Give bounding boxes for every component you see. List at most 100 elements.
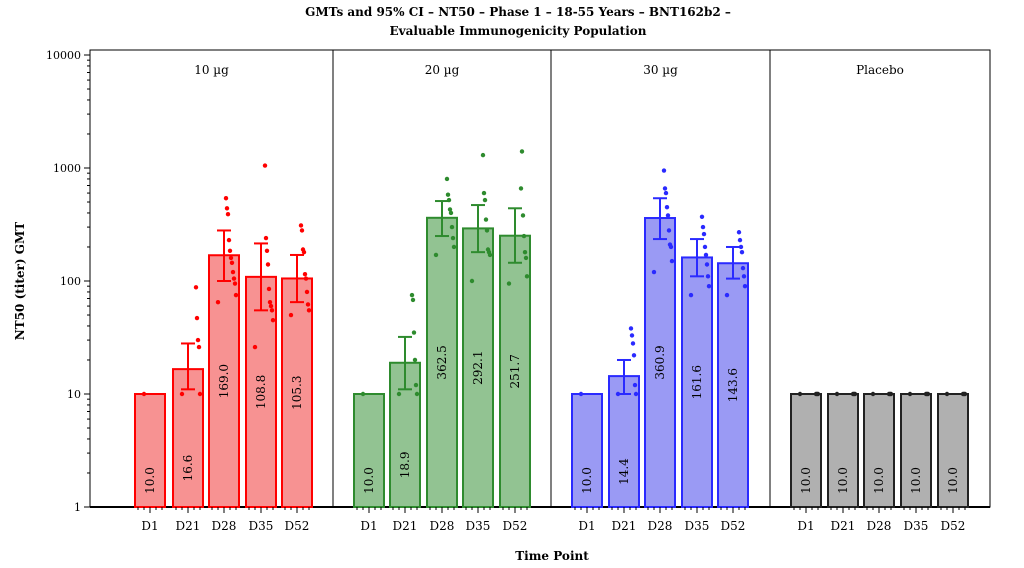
data-point: [306, 308, 312, 313]
data-point: [269, 308, 275, 313]
data-point: [667, 242, 673, 247]
data-point: [740, 265, 746, 271]
data-point: [450, 235, 456, 241]
data-point: [270, 317, 276, 323]
data-point: [850, 391, 856, 397]
x-tick-label: D52: [503, 519, 528, 533]
data-point: [665, 213, 671, 218]
data-point: [482, 197, 488, 203]
data-point: [632, 382, 638, 388]
bar-value-label: 292.1: [471, 351, 485, 385]
data-point: [444, 176, 450, 182]
data-point: [629, 333, 635, 338]
bar-value-label: 105.3: [290, 376, 304, 410]
data-point: [739, 249, 745, 255]
data-point: [298, 223, 304, 228]
x-tick-label: D35: [685, 519, 710, 533]
data-point: [410, 297, 416, 303]
data-point: [633, 391, 639, 397]
data-point: [411, 330, 417, 335]
data-point: [230, 269, 236, 275]
bar: [827, 393, 859, 508]
bar: [608, 375, 640, 508]
data-point: [834, 391, 840, 397]
data-point: [797, 391, 803, 397]
x-tick-label: D52: [941, 519, 966, 533]
data-point: [506, 281, 512, 286]
data-point: [700, 224, 706, 230]
bar-value-label: 18.9: [398, 452, 412, 479]
data-point: [664, 204, 670, 210]
bar-value-label: 362.5: [435, 345, 449, 379]
data-point: [414, 391, 420, 397]
data-point: [194, 315, 200, 321]
data-point: [944, 391, 950, 397]
data-point: [661, 168, 667, 173]
x-tick-label: D28: [867, 519, 892, 533]
y-tick-label: 10: [67, 388, 81, 401]
data-point: [615, 391, 621, 397]
data-point: [813, 391, 819, 397]
data-point: [305, 302, 311, 307]
data-point: [724, 292, 730, 298]
x-tick-label: D21: [176, 519, 201, 533]
data-point: [303, 276, 309, 281]
data-point: [481, 190, 487, 196]
data-point: [225, 212, 231, 217]
x-tick-label: D21: [393, 519, 418, 533]
data-point: [360, 391, 366, 397]
bar-value-label: 10.0: [836, 467, 850, 494]
bar: [172, 368, 204, 508]
data-point: [485, 247, 491, 252]
data-point: [233, 292, 239, 298]
data-point: [268, 303, 274, 309]
bar: [571, 393, 603, 508]
bar-value-label: 10.0: [872, 467, 886, 494]
x-tick-label: D28: [430, 519, 455, 533]
x-tick-label: D1: [360, 519, 377, 533]
bar-value-label: 143.6: [726, 368, 740, 402]
bar-value-label: 10.0: [143, 467, 157, 494]
data-point: [197, 391, 203, 397]
data-point: [701, 231, 707, 237]
data-point: [520, 213, 526, 218]
data-point: [141, 391, 147, 397]
data-point: [266, 286, 272, 292]
data-point: [702, 244, 708, 250]
data-point: [521, 233, 527, 239]
data-point: [263, 235, 269, 241]
data-point: [524, 274, 530, 279]
data-point: [483, 217, 489, 222]
y-tick-label: 100: [60, 275, 81, 288]
chart-title-line-2: Evaluable Immunogenicity Population: [389, 24, 646, 38]
data-point: [447, 207, 453, 212]
data-point: [448, 210, 454, 216]
data-point: [433, 252, 439, 258]
panel-label: 30 µg: [643, 63, 678, 77]
data-point: [706, 283, 712, 289]
data-point: [703, 252, 709, 258]
panel-label: 20 µg: [425, 63, 460, 77]
bar: [681, 256, 713, 509]
data-point: [229, 260, 235, 265]
x-tick-label: D35: [904, 519, 929, 533]
data-point: [413, 382, 419, 388]
data-point: [449, 224, 455, 230]
y-tick-label: 1000: [53, 162, 81, 175]
data-point: [741, 274, 747, 279]
x-tick-label: D1: [797, 519, 814, 533]
data-point: [409, 292, 415, 298]
data-point: [705, 274, 711, 279]
data-point: [226, 237, 232, 243]
data-point: [445, 192, 451, 197]
data-point: [224, 206, 230, 211]
data-point: [666, 228, 672, 233]
data-point: [663, 190, 669, 196]
data-point: [196, 344, 202, 350]
x-tick-label: D35: [249, 519, 274, 533]
chart-title-line-1: GMTs and 95% CI – NT50 – Phase 1 – 18-55…: [305, 5, 731, 19]
data-point: [446, 197, 452, 203]
data-point: [264, 248, 270, 254]
data-point: [628, 326, 634, 331]
